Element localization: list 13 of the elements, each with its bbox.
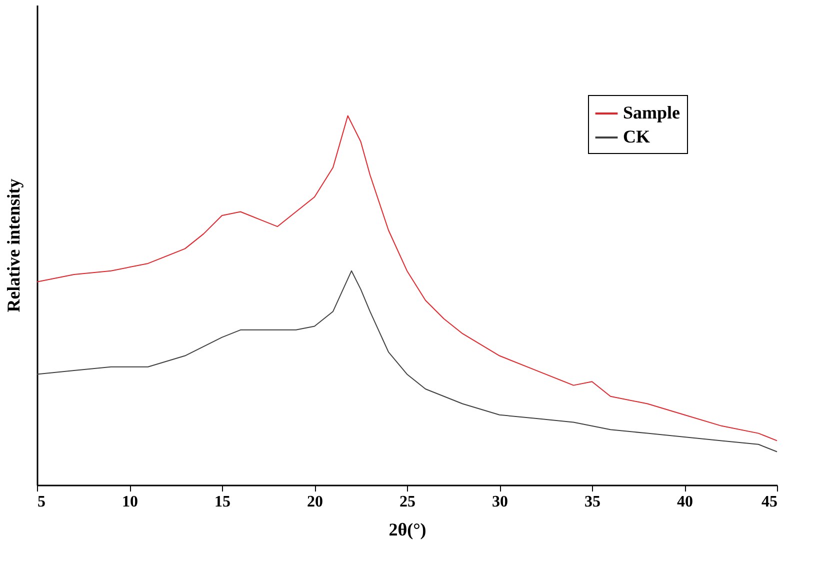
x-tick-label: 5: [38, 494, 46, 510]
legend-label: CK: [623, 126, 650, 146]
legend-label: Sample: [623, 102, 680, 122]
x-tick-label: 15: [214, 494, 230, 510]
y-axis-title: Relative intensity: [4, 178, 24, 312]
x-axis-title: 2θ(°): [388, 520, 426, 540]
x-tick-label: 45: [762, 494, 778, 510]
x-tick-label: 40: [677, 494, 693, 510]
x-tick-label: 10: [122, 494, 138, 510]
x-tick-label: 20: [307, 494, 323, 510]
x-tick-label: 35: [584, 494, 600, 510]
x-tick-label: 25: [400, 494, 416, 510]
x-tick-label: 30: [492, 494, 508, 510]
